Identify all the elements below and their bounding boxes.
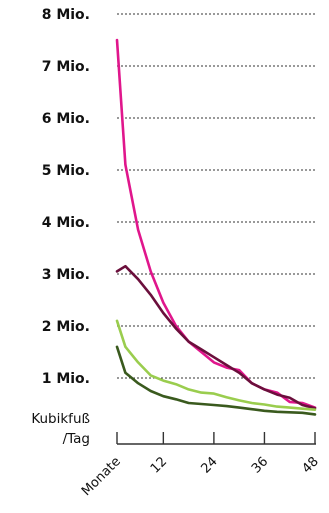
unit-label-line-1: Kubikfuß [31,411,90,427]
series-line-4 [115,345,317,416]
y-tick-label-2: 2 Mio. [42,319,90,335]
x-tick-label-4: 36 [249,454,271,476]
y-tick-label-4: 4 Mio. [42,215,90,231]
y-tick-label-7: 7 Mio. [42,59,90,75]
x-axis [116,432,316,445]
x-tick-label-1: Monate [79,454,124,499]
unit-label-line-2: /Tag [63,431,90,447]
y-tick-label-8: 8 Mio. [42,7,90,23]
series-layer [115,38,317,416]
grid-layer [117,13,316,379]
x-tick-label-3: 24 [198,454,220,476]
y-tick-labels: 1 Mio. 2 Mio. 3 Mio. 4 Mio. 5 Mio. 6 Mio. 7 Mi… [42,7,90,387]
series-line-2 [115,264,317,410]
y-tick-label-3: 3 Mio. [42,267,90,283]
y-tick-label-1: 1 Mio. [42,371,90,387]
x-tick-label-2: 12 [148,454,170,476]
x-tick-labels: Monate 12 24 36 48 [79,454,322,499]
series-line-1 [115,38,317,409]
y-tick-label-5: 5 Mio. [42,163,90,179]
series-line-3 [115,319,317,412]
x-tick-label-5: 48 [300,454,322,476]
y-tick-label-6: 6 Mio. [42,111,90,127]
